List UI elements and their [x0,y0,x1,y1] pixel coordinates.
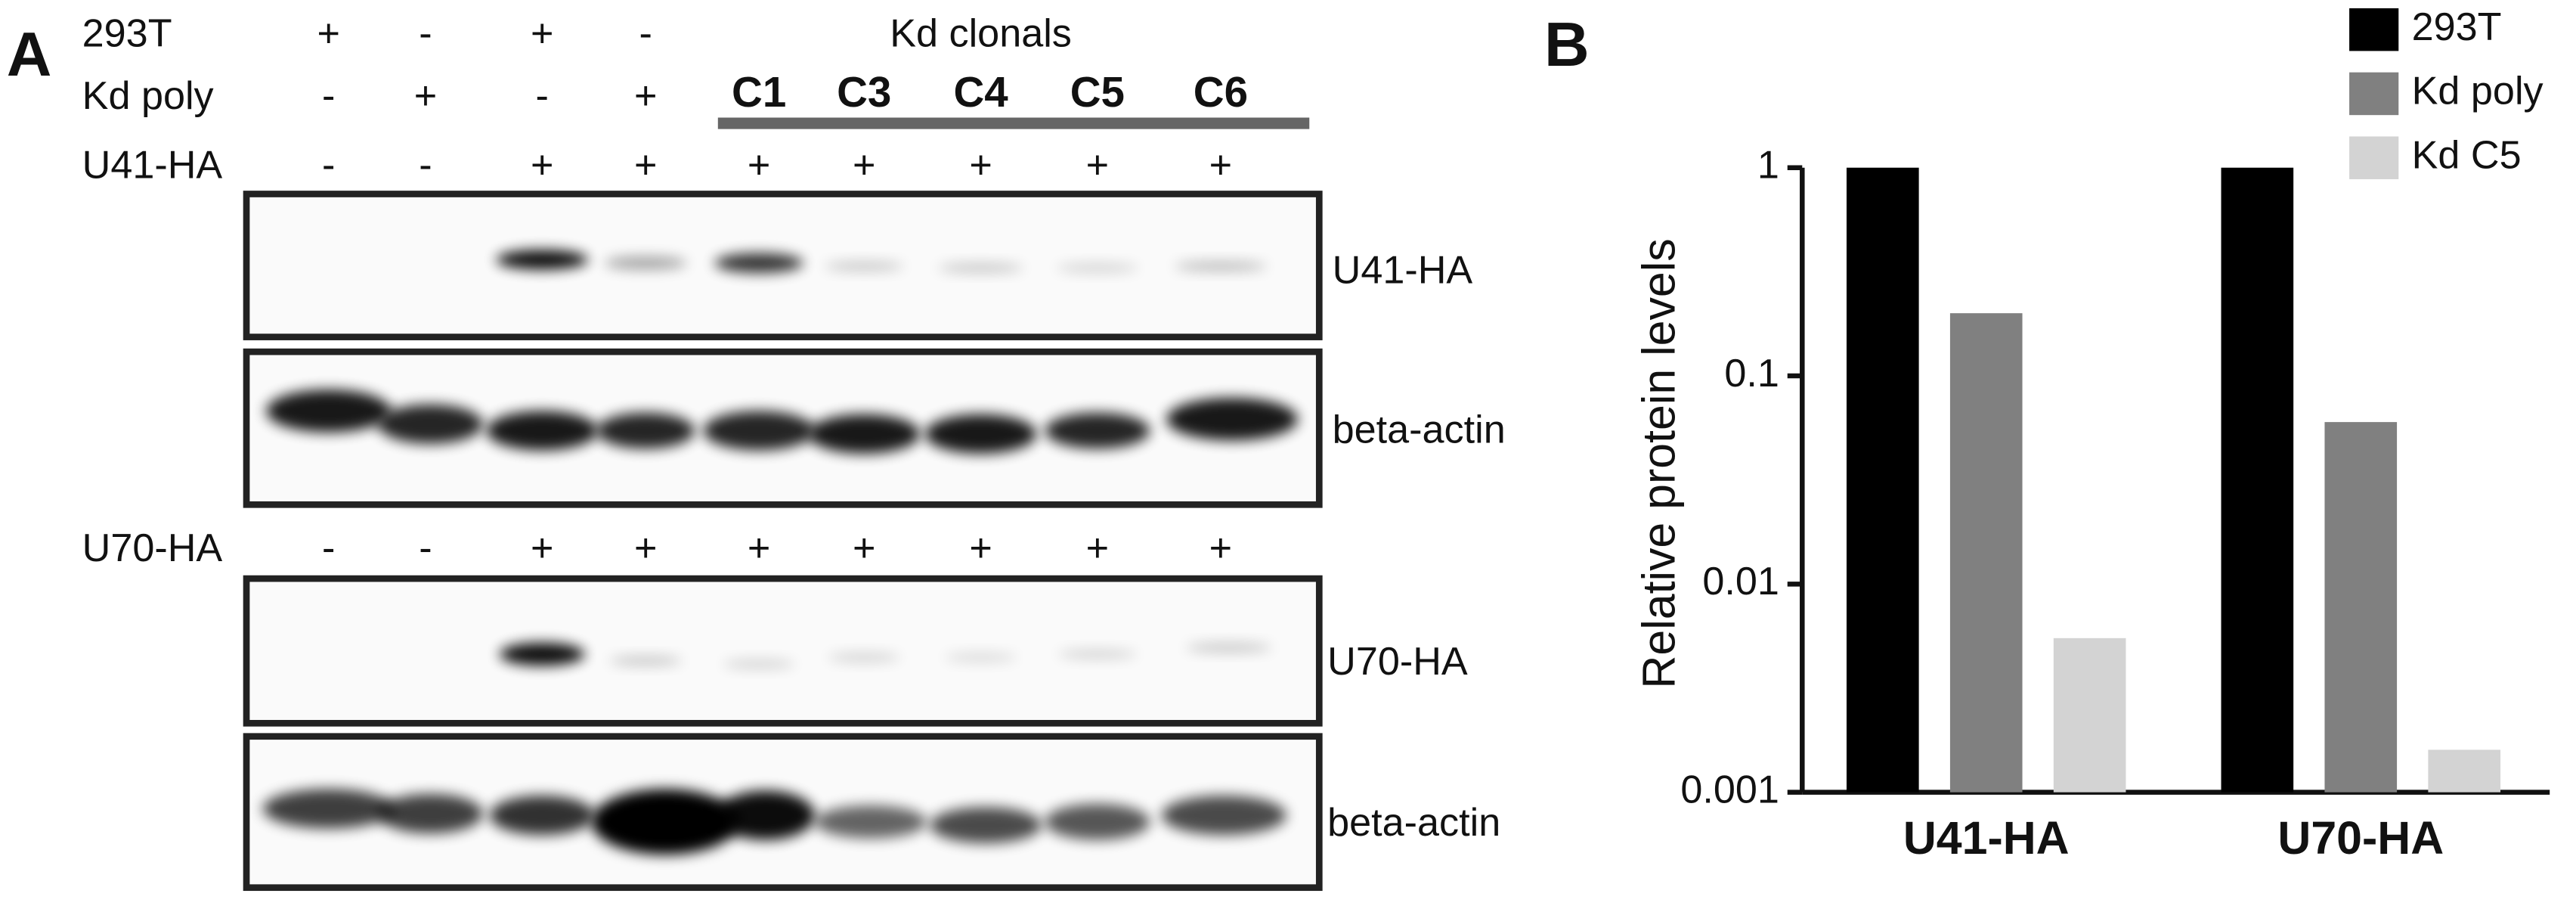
condition-sign: - [419,12,432,56]
band [1057,649,1138,659]
band [703,411,816,451]
band [924,414,1037,454]
band [496,250,589,270]
blot-label: U70-HA [1327,640,1468,684]
band [591,789,740,855]
bar [2053,638,2126,793]
condition-sign: + [748,526,770,570]
band [1166,398,1299,441]
band [825,261,904,271]
x-tick-label: U41-HA [1903,812,2070,864]
condition-sign: - [639,12,652,56]
band [266,389,392,433]
condition-sign: - [536,74,549,118]
clone-label: C4 [953,68,1008,116]
row-label: Kd poly [82,74,214,118]
condition-sign: + [634,526,657,570]
band [815,805,927,839]
band [723,659,795,669]
y-tick-label: 0.01 [1702,560,1779,603]
blot [243,575,1323,727]
band [944,652,1017,662]
clone-label: C6 [1194,68,1248,116]
legend-label: Kd C5 [2412,133,2522,177]
bar [2221,167,2294,793]
y-tick-label: 1 [1757,144,1779,188]
band [486,411,599,451]
condition-sign: - [322,74,335,118]
band [1045,803,1150,840]
condition-sign: + [531,12,553,56]
legend-label: 293T [2412,5,2502,49]
condition-sign: - [322,526,335,570]
condition-sign: + [317,12,339,56]
clone-label: C3 [837,68,891,116]
blot-label: beta-actin [1327,801,1500,845]
band [938,262,1024,273]
legend-label: Kd poly [2412,70,2543,113]
band [1175,261,1267,271]
condition-sign: + [531,526,553,570]
condition-sign: - [322,144,335,188]
condition-sign: - [419,526,432,570]
blot-label: U41-HA [1333,249,1473,293]
condition-sign: + [634,144,657,188]
band [1161,795,1286,836]
group-label: Kd clonals [890,12,1072,56]
band [808,414,921,454]
bar [1949,313,2023,793]
x-tick-label: U70-HA [2277,812,2444,864]
panel-label: A [7,19,52,89]
band [828,652,901,662]
condition-sign: + [853,526,875,570]
band [604,256,687,270]
band [930,807,1042,844]
bar [2428,749,2501,793]
band [377,793,483,833]
row-label: U41-HA [82,144,223,188]
band [262,789,395,829]
clone-label: C1 [732,68,786,116]
condition-sign: + [969,526,992,570]
clone-label: C5 [1070,68,1125,116]
condition-sign: + [969,144,992,188]
band [716,790,816,840]
y-axis-label: Relative protein levels [1633,238,1685,688]
band [489,795,595,836]
blot-label: beta-actin [1333,408,1506,451]
legend-swatch [2349,8,2399,51]
condition-sign: + [853,144,875,188]
condition-sign: + [634,74,657,118]
band [1186,642,1272,653]
legend-swatch [2349,72,2399,116]
band [377,404,483,444]
row-label: U70-HA [82,526,223,570]
condition-sign: + [531,144,553,188]
condition-sign: - [419,144,432,188]
band [499,642,585,666]
y-tick-label: 0.1 [1724,352,1779,396]
band [1056,262,1139,273]
y-tick-label: 0.001 [1680,768,1779,811]
row-label: 293T [82,12,172,56]
condition-sign: + [1209,144,1232,188]
condition-sign: + [1086,526,1109,570]
condition-sign: + [414,74,437,118]
blots [243,191,1323,892]
condition-sign: + [1086,144,1109,188]
condition-sign: + [1209,526,1232,570]
bar [1846,167,1919,793]
condition-sign: + [748,144,770,188]
panel-label: B [1544,9,1590,79]
band [714,253,803,273]
band [1045,412,1150,449]
band [596,412,695,449]
legend-swatch [2349,136,2399,179]
bar [2324,422,2398,793]
band [609,656,682,666]
